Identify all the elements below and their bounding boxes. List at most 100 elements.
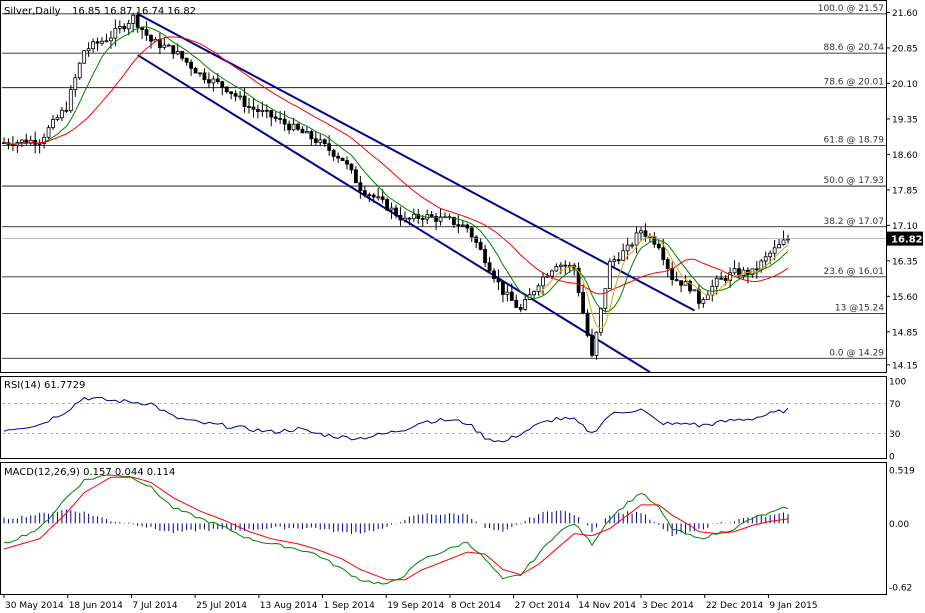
candle-body: [37, 143, 42, 145]
candle-body: [501, 281, 505, 295]
price-tick-label-10: 14.15: [892, 361, 918, 371]
candle-body: [91, 41, 95, 50]
candle-body: [754, 268, 759, 271]
candle-body: [296, 123, 300, 130]
macd-line-path: [3, 474, 789, 585]
candle-body: [576, 267, 581, 293]
candle-body: [438, 216, 443, 222]
ma-fast-line: [3, 26, 789, 313]
candle-body: [77, 62, 82, 79]
candle-body: [211, 78, 216, 84]
candle-body: [394, 207, 398, 216]
time-tick-label-2: 7 Jul 2014: [132, 601, 177, 611]
trend-channel: [137, 12, 695, 373]
candle-body: [278, 118, 283, 120]
candle-body: [674, 279, 679, 282]
candle-body: [536, 285, 541, 292]
candle-body: [175, 51, 180, 55]
candle-body: [354, 169, 358, 184]
candle-body: [670, 268, 675, 280]
candle-body: [759, 260, 764, 270]
candle-body: [122, 26, 127, 30]
rsi-line: [2, 396, 886, 443]
time-tick-label-11: 22 Dec 2014: [706, 601, 764, 611]
candle-body: [189, 61, 193, 69]
candle-body: [60, 109, 64, 119]
rsi-panel-frame: [0, 376, 887, 459]
candle-body: [260, 109, 265, 112]
candle-body: [478, 242, 483, 250]
candle-body: [768, 252, 773, 258]
time-tick-label-0: 30 May 2014: [5, 601, 64, 611]
candle-body: [371, 194, 376, 198]
candle-body: [411, 213, 416, 220]
candle-body: [634, 232, 639, 246]
candle-body: [389, 207, 394, 211]
candle-body: [639, 230, 643, 234]
price-tick-label-7: 16.35: [892, 257, 918, 267]
candle-body: [380, 196, 385, 200]
macd-title: MACD(12,26,9) 0.157 0.044 0.114: [4, 467, 175, 478]
candle-body: [607, 260, 612, 290]
candle-body: [224, 86, 229, 93]
candle-body: [149, 34, 153, 42]
candle-body: [772, 247, 777, 254]
candle-body: [68, 89, 73, 112]
candle-body: [723, 277, 728, 281]
candle-body: [625, 244, 630, 252]
candle-body: [469, 227, 474, 238]
candle-body: [256, 108, 260, 112]
price-tick-label-2: 20.10: [892, 80, 918, 90]
time-axis: 30 May 2014 18 Jun 2014 7 Jul 2014 25 Jul 2…: [3, 594, 818, 611]
rsi-tick-label-3: 0: [889, 453, 895, 463]
candle-body: [398, 215, 403, 221]
time-tick-label-12: 9 Jan 2015: [769, 601, 817, 611]
candle-body: [64, 109, 69, 112]
candle-body: [113, 27, 118, 39]
candle-body: [465, 224, 470, 229]
time-tick-label-1: 18 Jun 2014: [69, 601, 123, 611]
candle-body: [131, 14, 136, 24]
candle-body: [220, 81, 225, 88]
candle-body: [362, 190, 367, 196]
candlesticks: [2, 11, 790, 360]
candle-body: [407, 217, 412, 220]
candle-body: [73, 77, 78, 91]
macd-tick-label-2: -0.62: [889, 583, 912, 593]
candle-body: [656, 243, 661, 249]
candle-body: [242, 95, 247, 107]
candle-body: [166, 44, 171, 47]
fib-label-5: 38.2 @ 17.07: [823, 217, 884, 227]
candle-body: [135, 14, 140, 28]
candle-body: [358, 182, 363, 192]
candle-body: [541, 276, 545, 287]
candle-body: [420, 218, 425, 220]
candle-body: [705, 294, 710, 300]
time-tick-label-3: 25 Jul 2014: [196, 601, 247, 611]
price-tick-label-0: 21.60: [892, 9, 918, 19]
candle-body: [456, 224, 461, 226]
time-tick-label-7: 8 Oct 2014: [451, 601, 501, 611]
candle-body: [300, 128, 305, 134]
candle-body: [509, 291, 514, 301]
candle-body: [786, 238, 790, 241]
price-tick-label-3: 19.35: [892, 115, 918, 125]
candle-body: [55, 117, 60, 120]
candle-body: [86, 48, 91, 52]
candle-body: [82, 50, 87, 64]
candle-body: [474, 236, 479, 243]
candle-body: [336, 155, 340, 159]
candle-body: [117, 26, 122, 29]
candle-body: [719, 277, 724, 280]
price-panel: 100.0 @ 21.57 88.6 @ 20.74 78.6 @ 20.01 61.…: [0, 0, 923, 373]
fibonacci-levels: 100.0 @ 21.57 88.6 @ 20.74 78.6 @ 20.01 61.…: [2, 4, 886, 359]
candle-body: [496, 278, 501, 283]
moving-averages: [3, 26, 789, 330]
candle-body: [264, 109, 269, 112]
candle-body: [46, 127, 51, 138]
candle-body: [460, 224, 465, 227]
channel-line-1: [137, 54, 651, 373]
candle-body: [193, 67, 198, 74]
price-tick-label-4: 18.60: [892, 151, 918, 161]
